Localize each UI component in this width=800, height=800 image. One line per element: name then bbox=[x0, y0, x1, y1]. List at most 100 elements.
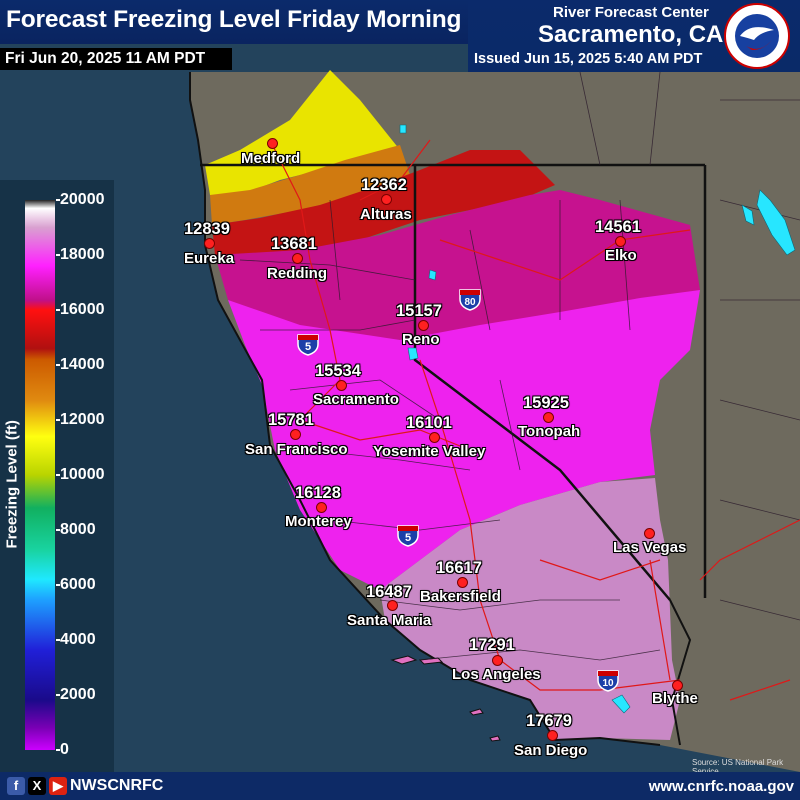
station-name-monterey: Monterey bbox=[285, 513, 352, 530]
interstate-5-shield-icon: 5 bbox=[297, 334, 319, 356]
social-handle[interactable]: NWSCNRFC bbox=[70, 777, 164, 794]
coastline bbox=[189, 72, 661, 746]
station-dot-medford bbox=[267, 138, 278, 149]
lakes bbox=[399, 124, 796, 714]
freezing-level-value-monterey: 16128 bbox=[295, 484, 341, 502]
station-name-elko: Elko bbox=[605, 247, 637, 264]
station-name-bakersfield: Bakersfield bbox=[420, 588, 501, 605]
nws-logo-icon bbox=[724, 3, 790, 69]
channel-islands bbox=[390, 655, 501, 742]
station-name-tonopah: Tonopah bbox=[518, 423, 581, 440]
footer: f X ▶ NWSCNRFC www.cnrfc.noaa.gov bbox=[0, 772, 800, 800]
station-dot-san-francisco bbox=[290, 429, 301, 440]
source-credit: Source: US National Park Service bbox=[692, 758, 784, 776]
station-dot-eureka bbox=[204, 238, 215, 249]
station-name-san-diego: San Diego bbox=[514, 742, 588, 759]
freezing-level-value-yosemite-valley: 16101 bbox=[406, 414, 452, 432]
legend-tick bbox=[56, 474, 60, 476]
station-dot-elko bbox=[615, 236, 626, 247]
station-name-blythe: Blythe bbox=[652, 690, 698, 707]
legend-label: 16000 bbox=[60, 301, 105, 318]
youtube-icon[interactable]: ▶ bbox=[49, 777, 67, 795]
station-dot-yosemite-valley bbox=[429, 432, 440, 443]
legend-title: Freezing Level (ft) bbox=[3, 420, 21, 549]
legend-label: 4000 bbox=[60, 631, 96, 648]
freezing-level-value-reno: 15157 bbox=[396, 302, 442, 320]
legend-label: 20000 bbox=[60, 191, 105, 208]
county-lines bbox=[239, 71, 800, 661]
legend-tick bbox=[56, 254, 60, 256]
station-name-san-francisco: San Francisco bbox=[245, 441, 348, 458]
legend-tick bbox=[56, 694, 60, 696]
interstate-80-label: 80 bbox=[464, 297, 476, 308]
station-dot-tonopah bbox=[543, 412, 554, 423]
freezing-level-value-santa-maria: 16487 bbox=[366, 583, 412, 601]
legend-tick bbox=[56, 529, 60, 531]
facebook-icon[interactable]: f bbox=[7, 777, 25, 795]
band-magenta bbox=[228, 290, 700, 590]
station-dot-reno bbox=[418, 320, 429, 331]
station-name-yosemite-valley: Yosemite Valley bbox=[373, 443, 486, 460]
freezing-level-value-tonopah: 15925 bbox=[523, 394, 569, 412]
freezing-level-value-sacramento: 15534 bbox=[315, 362, 361, 380]
freezing-level-value-eureka: 12839 bbox=[184, 220, 230, 238]
interstate-10-label: 10 bbox=[602, 678, 614, 689]
station-dot-los-angeles bbox=[492, 655, 503, 666]
station-name-santa-maria: Santa Maria bbox=[347, 612, 432, 629]
state-border-ca-nv bbox=[413, 165, 671, 601]
website-link[interactable]: www.cnrfc.noaa.gov bbox=[648, 778, 794, 795]
station-dot-san-diego bbox=[547, 730, 558, 741]
freezing-level-value-bakersfield: 16617 bbox=[436, 559, 482, 577]
legend-label: 8000 bbox=[60, 521, 96, 538]
legend-tick bbox=[56, 199, 60, 201]
state-border-az bbox=[669, 599, 692, 746]
rivers bbox=[269, 139, 800, 701]
station-dot-sacramento bbox=[336, 380, 347, 391]
rfc-label: River Forecast Center bbox=[553, 4, 709, 21]
station-name-redding: Redding bbox=[267, 265, 327, 282]
legend-tick bbox=[56, 309, 60, 311]
legend-label: 2000 bbox=[60, 686, 96, 703]
legend: Freezing Level (ft) 20000 18000 16000 14000… bbox=[0, 180, 114, 772]
station-dot-blythe bbox=[672, 680, 683, 691]
station-name-las-vegas: Las Vegas bbox=[613, 539, 687, 556]
station-name-alturas: Alturas bbox=[360, 206, 412, 223]
title-bar: Forecast Freezing Level Friday Morning bbox=[0, 0, 475, 44]
station-dot-santa-maria bbox=[387, 600, 398, 611]
interstate-80-shield-icon: 80 bbox=[459, 289, 481, 311]
legend-label: 12000 bbox=[60, 411, 105, 428]
legend-label: 0 bbox=[60, 741, 69, 758]
station-dot-redding bbox=[292, 253, 303, 264]
interstate-5-south-shield-icon: 5 bbox=[397, 525, 419, 547]
station-dot-monterey bbox=[316, 502, 327, 513]
freezing-level-value-elko: 14561 bbox=[595, 218, 641, 236]
legend-tick bbox=[56, 364, 60, 366]
station-dot-las-vegas bbox=[644, 528, 655, 539]
rfc-location: Sacramento, CA bbox=[538, 21, 724, 48]
interstate-5-south-label: 5 bbox=[405, 532, 411, 544]
freezing-level-value-los-angeles: 17291 bbox=[469, 636, 515, 654]
station-name-sacramento: Sacramento bbox=[313, 391, 399, 408]
interstate-10-shield-icon: 10 bbox=[597, 670, 619, 692]
valid-time-bar: Fri Jun 20, 2025 11 AM PDT bbox=[0, 48, 232, 70]
valid-time: Fri Jun 20, 2025 11 AM PDT bbox=[5, 50, 206, 67]
station-name-los-angeles: Los Angeles bbox=[452, 666, 541, 683]
interstate-5-label: 5 bbox=[305, 341, 311, 353]
station-name-medford: Medford bbox=[241, 150, 301, 167]
freezing-level-value-san-francisco: 15781 bbox=[268, 411, 314, 429]
freezing-level-value-redding: 13681 bbox=[271, 235, 317, 253]
legend-label: 14000 bbox=[60, 356, 105, 373]
issued-time: Issued Jun 15, 2025 5:40 AM PDT bbox=[474, 51, 703, 67]
legend-label: 6000 bbox=[60, 576, 96, 593]
legend-tick bbox=[56, 749, 60, 751]
legend-label: 10000 bbox=[60, 466, 105, 483]
header: Forecast Freezing Level Friday Morning F… bbox=[0, 0, 800, 72]
station-dot-alturas bbox=[381, 194, 392, 205]
x-icon[interactable]: X bbox=[28, 777, 46, 795]
map-title: Forecast Freezing Level Friday Morning bbox=[6, 6, 462, 33]
legend-label: 18000 bbox=[60, 246, 105, 263]
legend-tick bbox=[56, 584, 60, 586]
station-name-eureka: Eureka bbox=[184, 250, 235, 267]
freezing-level-value-alturas: 12362 bbox=[361, 176, 407, 194]
freezing-level-value-san-diego: 17679 bbox=[526, 712, 572, 730]
